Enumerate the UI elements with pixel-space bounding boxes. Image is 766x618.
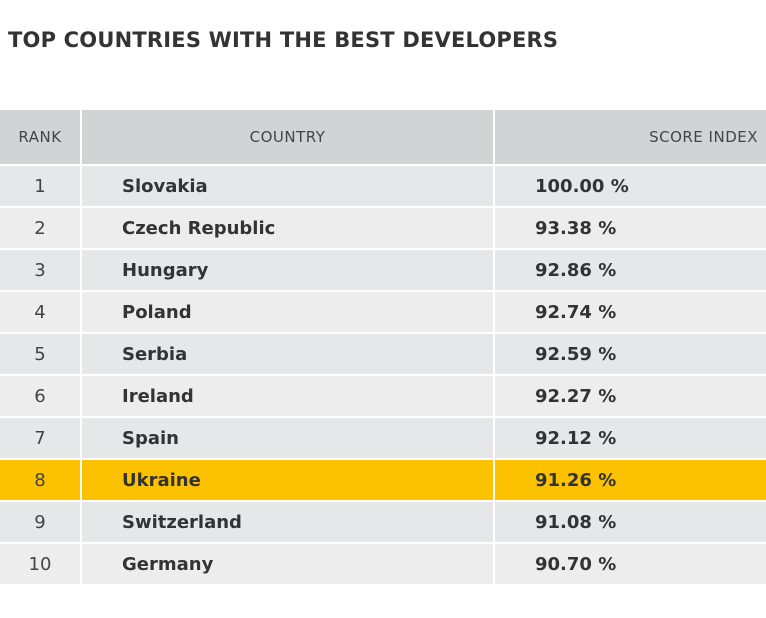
rank-cell: 9 [0, 502, 80, 542]
rank-cell: 7 [0, 418, 80, 458]
header-cell: SCORE INDEX [495, 110, 766, 164]
score-cell: 100.00 % [495, 166, 766, 206]
rank-cell: 4 [0, 292, 80, 332]
score-cell: 91.26 % [495, 460, 766, 500]
header-cell: RANK [0, 110, 80, 164]
score-cell: 92.74 % [495, 292, 766, 332]
rank-cell: 1 [0, 166, 80, 206]
score-cell: 92.27 % [495, 376, 766, 416]
rank-cell: 3 [0, 250, 80, 290]
country-cell: Hungary [82, 250, 493, 290]
country-cell: Germany [82, 544, 493, 584]
score-cell: 90.70 % [495, 544, 766, 584]
table-title: TOP COUNTRIES WITH THE BEST DEVELOPERS [8, 28, 559, 52]
score-cell: 92.12 % [495, 418, 766, 458]
score-cell: 91.08 % [495, 502, 766, 542]
country-cell: Ireland [82, 376, 493, 416]
score-cell: 92.59 % [495, 334, 766, 374]
country-cell: Serbia [82, 334, 493, 374]
header-cell: COUNTRY [82, 110, 493, 164]
country-cell: Switzerland [82, 502, 493, 542]
score-cell: 93.38 % [495, 208, 766, 248]
rank-cell: 2 [0, 208, 80, 248]
country-cell: Spain [82, 418, 493, 458]
score-table: RANK COUNTRY SCORE INDEX 1 Slovakia 100.00 % 2… [0, 110, 766, 584]
rank-cell: 5 [0, 334, 80, 374]
rank-cell: 6 [0, 376, 80, 416]
country-cell: Poland [82, 292, 493, 332]
country-cell: Ukraine [82, 460, 493, 500]
rank-cell: 10 [0, 544, 80, 584]
rank-cell: 8 [0, 460, 80, 500]
score-cell: 92.86 % [495, 250, 766, 290]
country-cell: Czech Republic [82, 208, 493, 248]
country-cell: Slovakia [82, 166, 493, 206]
